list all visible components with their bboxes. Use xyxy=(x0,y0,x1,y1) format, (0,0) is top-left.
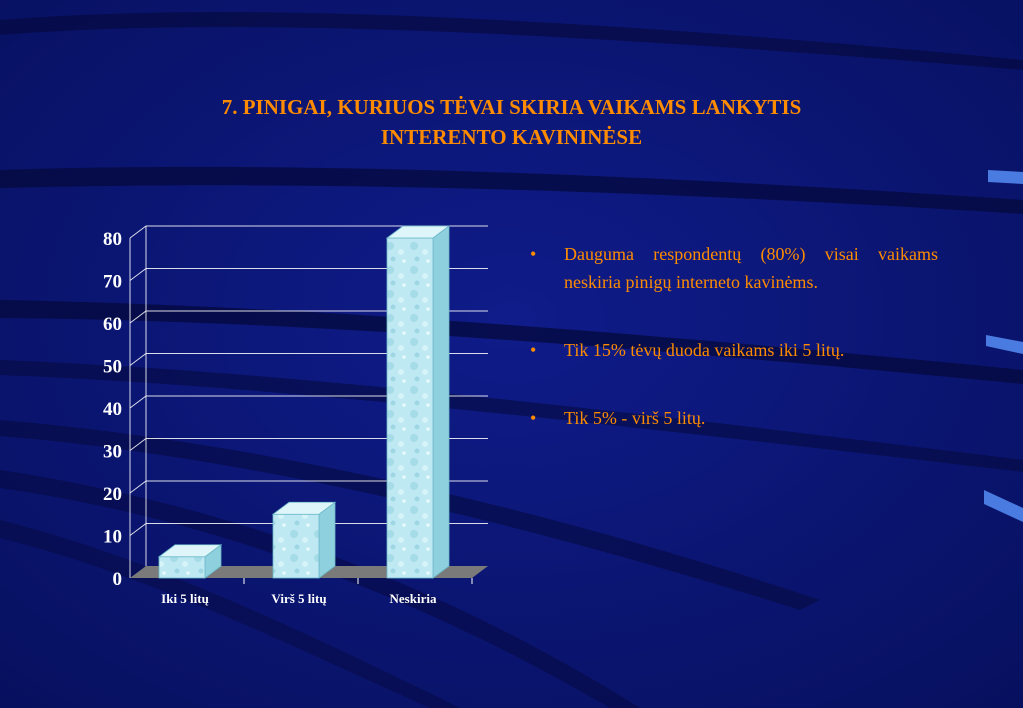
chart-bars xyxy=(157,225,451,579)
bullet-item: • Tik 15% tėvų duoda vaikams iki 5 litų. xyxy=(530,336,938,364)
bar-side xyxy=(432,225,450,579)
y-tick-label: 20 xyxy=(103,484,122,505)
y-tick-label: 30 xyxy=(103,442,122,463)
bullet-item: • Tik 5% - virš 5 litų. xyxy=(530,404,938,432)
chart-gridlines xyxy=(129,225,488,578)
slide-title: 7. PINIGAI, KURIUOS TĖVAI SKIRIA VAIKAMS… xyxy=(100,92,923,152)
y-axis-ticks: 0 10 20 30 40 50 60 70 80 xyxy=(103,229,122,590)
y-tick-label: 60 xyxy=(103,314,122,335)
bar xyxy=(157,543,223,579)
bullet-list: • Dauguma respondentų (80%) visai vaikam… xyxy=(530,240,938,472)
x-tick-label: Virš 5 litų xyxy=(271,591,326,606)
bar xyxy=(271,501,337,579)
bullet-text: Tik 5% - virš 5 litų. xyxy=(564,408,706,428)
bullet-marker: • xyxy=(530,244,537,264)
y-tick-label: 50 xyxy=(103,357,122,378)
y-tick-label: 70 xyxy=(103,272,122,293)
bar-top xyxy=(271,501,337,515)
bar-side xyxy=(318,501,336,579)
bullet-marker: • xyxy=(530,340,537,360)
bullet-item: • Dauguma respondentų (80%) visai vaikam… xyxy=(530,240,938,296)
bar xyxy=(385,225,451,579)
bar-front xyxy=(386,237,434,579)
y-tick-label: 10 xyxy=(103,527,122,548)
slide-title-line2: INTERENTO KAVININĖSE xyxy=(380,125,643,149)
x-tick-label: Iki 5 litų xyxy=(161,591,209,606)
y-tick-label: 0 xyxy=(113,569,123,590)
bullet-text: Tik 15% tėvų duoda vaikams iki 5 litų. xyxy=(564,340,845,360)
y-tick-label: 80 xyxy=(103,229,122,250)
y-tick-label: 40 xyxy=(103,399,122,420)
bar-top xyxy=(157,544,223,558)
x-axis-ticks: Iki 5 litų Virš 5 litų Neskiria xyxy=(161,578,473,606)
slide-title-line1: 7. PINIGAI, KURIUOS TĖVAI SKIRIA VAIKAMS… xyxy=(221,95,802,119)
bar-front xyxy=(272,513,320,579)
bullet-text: Dauguma respondentų (80%) visai vaikams … xyxy=(564,244,938,292)
bullet-marker: • xyxy=(530,408,537,428)
bar-front xyxy=(158,556,206,579)
bar-top xyxy=(385,225,451,239)
x-tick-label: Neskiria xyxy=(390,591,437,606)
axis-wall xyxy=(129,226,147,578)
